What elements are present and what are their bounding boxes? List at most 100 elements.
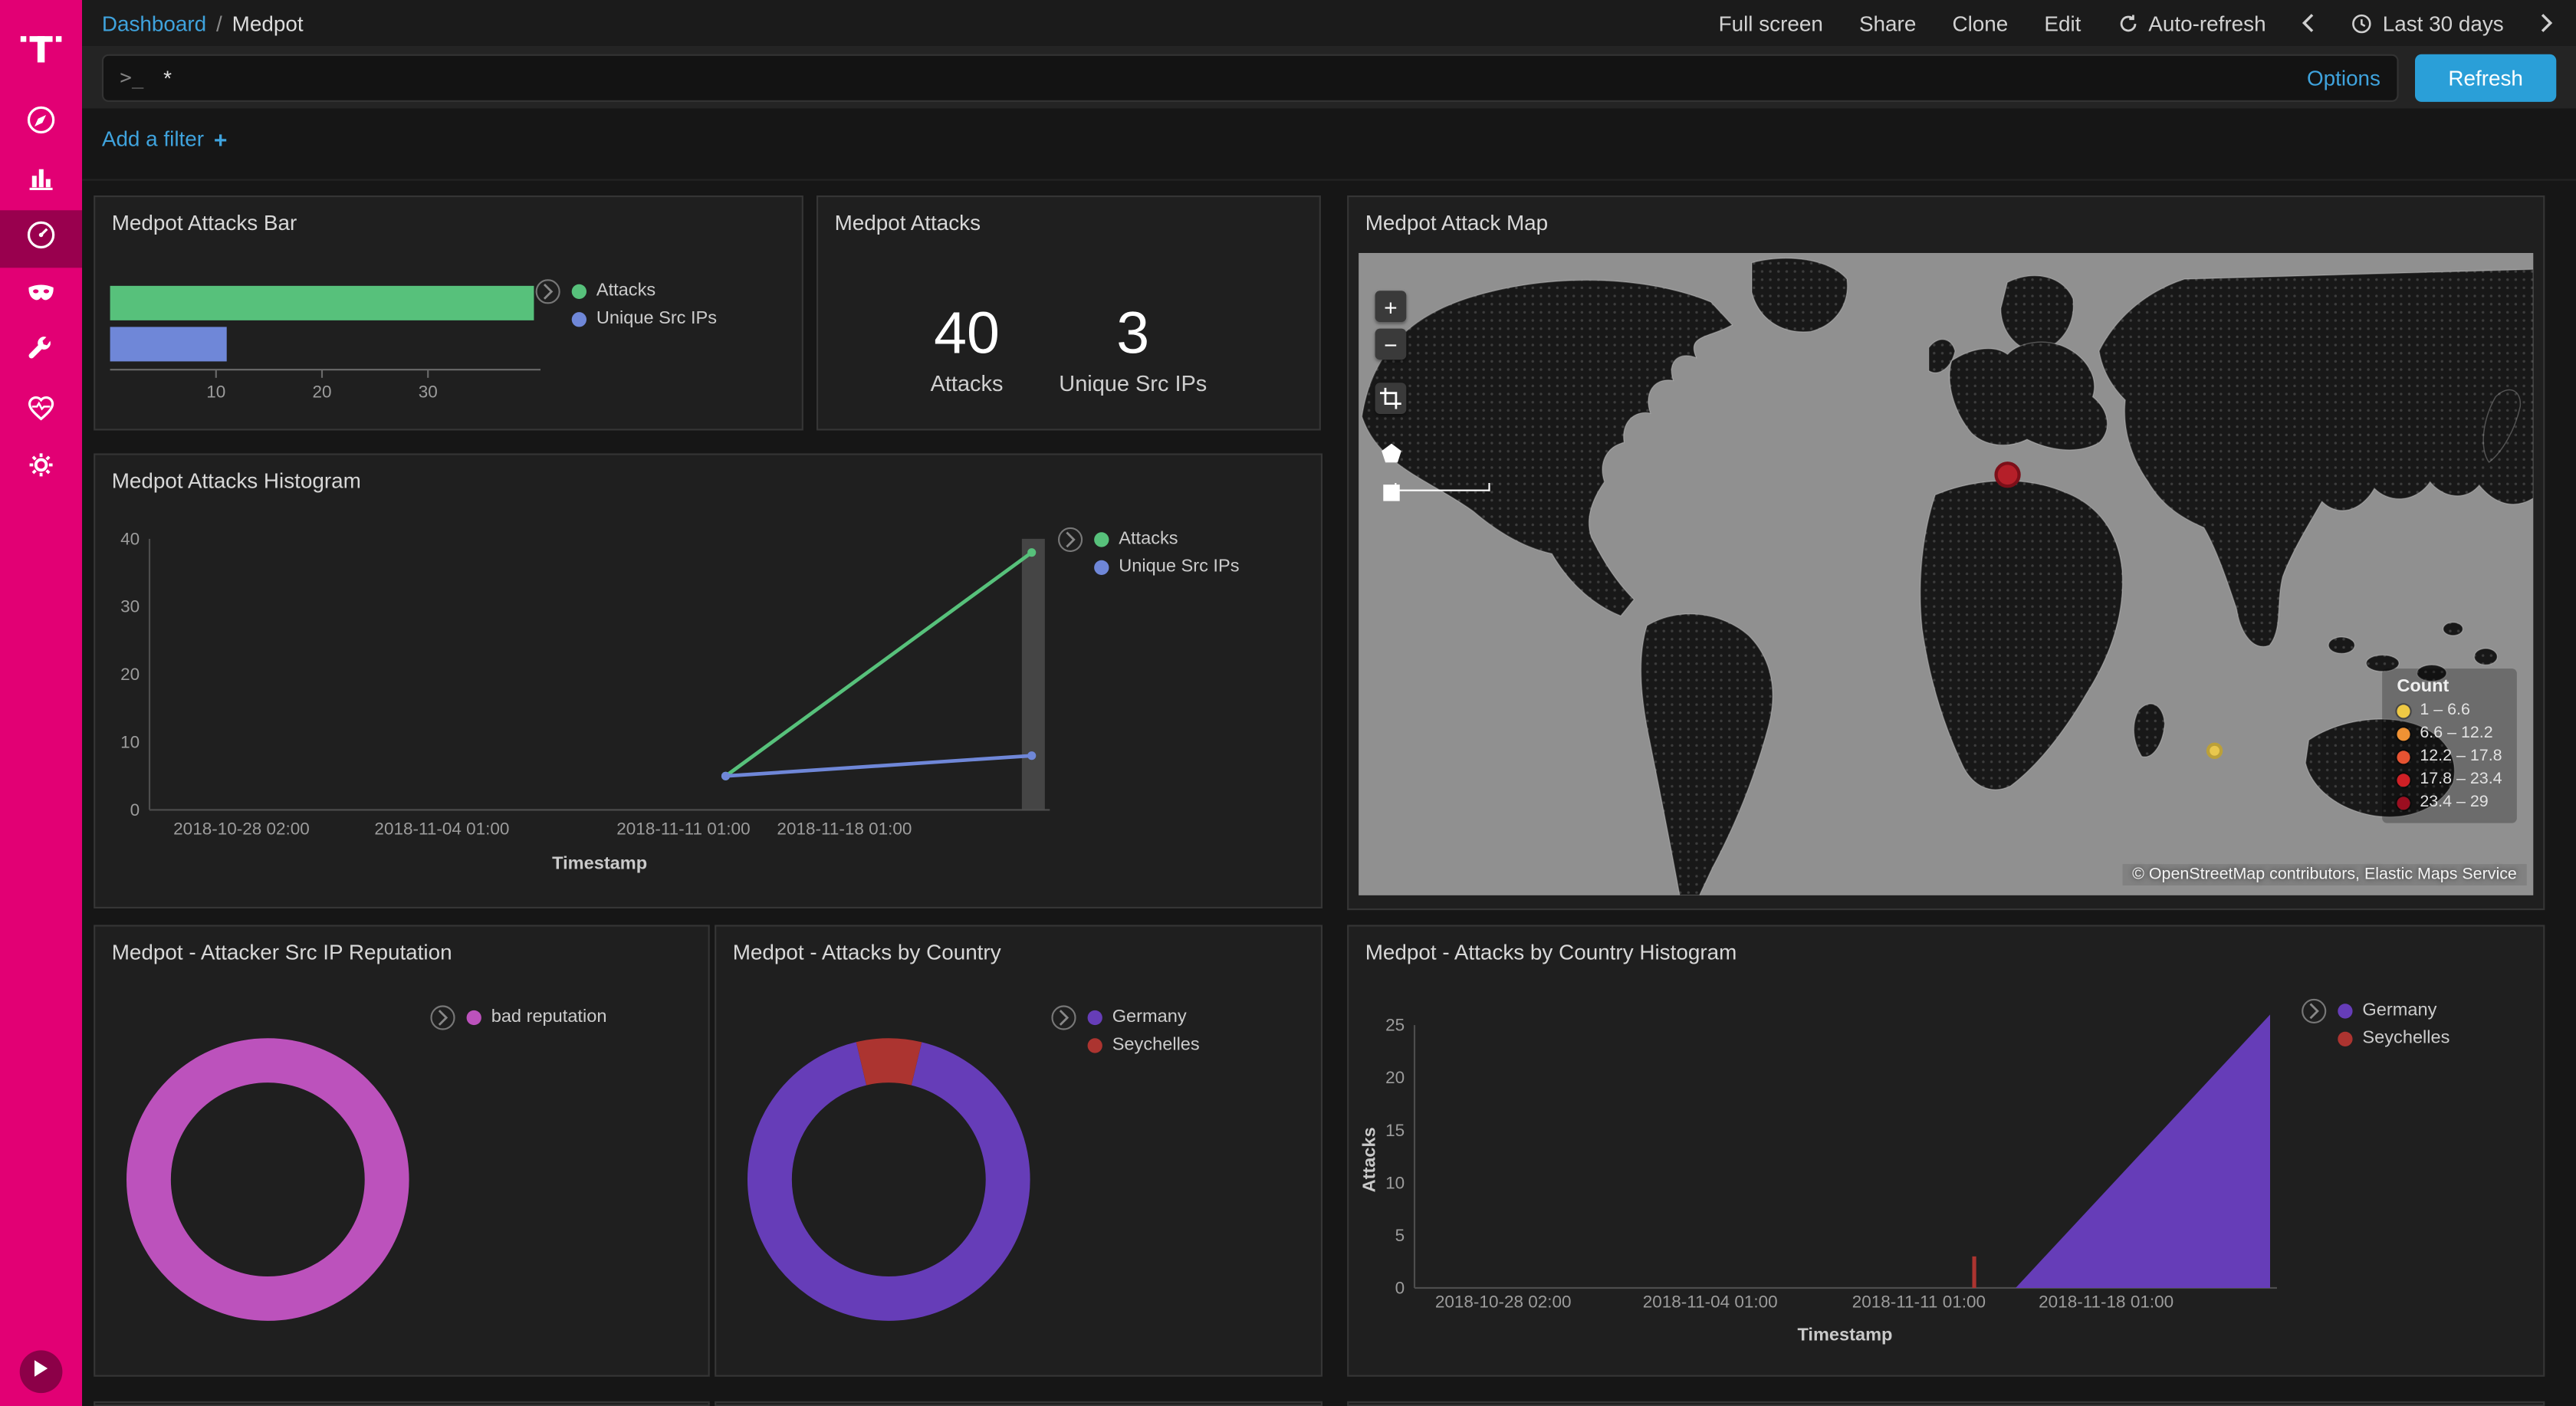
svg-text:20: 20 (1385, 1068, 1405, 1087)
plus-icon: + (213, 125, 228, 153)
draw-polygon-button[interactable] (1375, 437, 1407, 468)
legend-item[interactable]: Germany (1087, 1007, 1200, 1027)
topbar-actions: Full screen Share Clone Edit Auto-refres… (1719, 11, 2553, 35)
legend-item[interactable]: bad reputation (466, 1007, 606, 1027)
legend-item[interactable]: Germany (2338, 1000, 2450, 1020)
breadcrumb-dashboard-link[interactable]: Dashboard (101, 10, 207, 36)
full-screen-button[interactable]: Full screen (1718, 10, 1823, 36)
svg-text:5: 5 (1395, 1226, 1405, 1245)
breadcrumb-current: Medpot (232, 10, 304, 36)
panel-medpot-attacks-by-country: Medpot - Attacks by Country Germany Seych… (715, 925, 1322, 1377)
metric-unique-src-ips: 3 Unique Src IPs (1059, 301, 1208, 396)
legend-swatch (2338, 1030, 2353, 1046)
svg-text:40: 40 (120, 529, 140, 548)
legend-toggle-icon[interactable] (535, 279, 560, 304)
metric-label: Unique Src IPs (1059, 370, 1208, 396)
add-filter-link[interactable]: Add a filter + (101, 125, 228, 153)
panel-title: Medpot Attack Map (1365, 210, 1549, 235)
legend-item[interactable]: Attacks (571, 281, 717, 301)
time-forward-button[interactable] (2540, 13, 2553, 33)
share-button[interactable]: Share (1858, 10, 1917, 36)
metric-label: Attacks (930, 370, 1004, 396)
time-range-button[interactable]: Last 30 days (2351, 11, 2504, 35)
legend-item[interactable]: Unique Src IPs (571, 309, 717, 329)
sidebar-item-discover[interactable] (0, 95, 82, 153)
legend-swatch (1087, 1037, 1102, 1053)
legend-item[interactable]: Seychelles (1087, 1035, 1200, 1055)
legend-item[interactable]: Seychelles (2338, 1028, 2450, 1048)
chart-legend: bad reputation (430, 1005, 606, 1030)
fit-bounds-button[interactable] (1375, 383, 1407, 414)
compass-icon (25, 103, 58, 145)
search-input[interactable]: >_ * Options (101, 53, 2399, 101)
panel-medpot-attacks-by-country-histogram: Medpot - Attacks by Country Histogram Ti… (1347, 925, 2545, 1377)
map-marker-germany[interactable] (1993, 461, 2021, 488)
chart-legend: Germany Seychelles (1051, 1005, 1200, 1055)
clock-icon (2351, 12, 2373, 34)
horizontal-bar-chart[interactable]: 10 20 30 (108, 256, 601, 414)
sidebar-item-management[interactable] (0, 440, 82, 498)
legend-toggle-icon[interactable] (1058, 527, 1083, 552)
time-back-button[interactable] (2302, 13, 2315, 33)
map-legend: Count 1 – 6.6 6.6 – 12.2 12.2 – 17.8 17.8 –… (2382, 669, 2517, 823)
gear-icon (25, 448, 58, 490)
map-legend-range: 12.2 – 17.8 (2420, 747, 2502, 766)
metric-value: 40 (934, 299, 1000, 366)
svg-text:2018-10-28 02:00: 2018-10-28 02:00 (173, 820, 310, 839)
sidebar-item-timelion[interactable] (0, 268, 82, 325)
zoom-out-button[interactable]: − (1375, 328, 1407, 360)
zoom-in-button[interactable]: + (1375, 291, 1407, 322)
breadcrumb-separator: / (216, 10, 222, 36)
map-legend-row: 6.6 – 12.2 (2397, 724, 2502, 743)
map-legend-swatch (2397, 796, 2410, 810)
map-legend-range: 17.8 – 23.4 (2420, 770, 2502, 789)
legend-item[interactable]: Unique Src IPs (1094, 557, 1240, 577)
map-legend-range: 6.6 – 12.2 (2420, 724, 2493, 743)
panel-partial (94, 1401, 710, 1406)
legend-swatch (571, 311, 586, 327)
chart-legend: Attacks Unique Src IPs (535, 279, 717, 329)
svg-text:20: 20 (312, 383, 331, 402)
console-prompt-icon: >_ (120, 65, 144, 89)
telekom-logo-icon[interactable] (0, 0, 82, 95)
filter-bar: Add a filter + (82, 108, 2576, 181)
line-chart[interactable]: Timestamp 40 30 20 10 0 2018-10-28 02:00 2018-… (108, 504, 1094, 907)
svg-text:25: 25 (1385, 1016, 1405, 1035)
refresh-button[interactable]: Refresh (2415, 53, 2557, 101)
sidebar-item-dashboard[interactable] (0, 210, 83, 268)
metric-attacks: 40 Attacks (930, 299, 1004, 396)
draw-rectangle-button[interactable] (1375, 476, 1407, 508)
panel-title: Medpot - Attacks by Country Histogram (1365, 939, 1737, 964)
donut-chart[interactable] (112, 1023, 424, 1335)
sidebar-item-monitoring[interactable] (0, 383, 82, 440)
legend-toggle-icon[interactable] (2302, 998, 2327, 1023)
area-chart[interactable]: Timestamp Attacks 25 20 15 10 5 0 2018-10-28 0… (1359, 976, 2348, 1370)
svg-text:2018-11-04 01:00: 2018-11-04 01:00 (374, 820, 509, 839)
sidebar-item-visualize[interactable] (0, 153, 82, 210)
play-button[interactable] (19, 1350, 63, 1394)
svg-text:30: 30 (120, 597, 140, 616)
edit-button[interactable]: Edit (2044, 10, 2082, 36)
legend-swatch (2338, 1003, 2353, 1018)
legend-toggle-icon[interactable] (430, 1005, 455, 1030)
panel-medpot-attacks-metric: Medpot Attacks 40 Attacks 3 Unique Src I… (816, 195, 1321, 431)
donut-chart[interactable] (733, 1023, 1045, 1335)
bar-chart-icon (25, 161, 58, 202)
map-legend-range: 23.4 – 29 (2420, 793, 2489, 812)
map[interactable]: + − Count 1 – 6.6 6.6 – 12.2 12.2 – 17.8 17… (1359, 253, 2534, 895)
legend-label: Attacks (596, 281, 656, 301)
y-axis-title: Attacks (1359, 1127, 1379, 1192)
legend-toggle-icon[interactable] (1051, 1005, 1076, 1030)
map-legend-swatch (2397, 727, 2410, 741)
svg-text:0: 0 (130, 800, 140, 820)
auto-refresh-button[interactable]: Auto-refresh (2118, 11, 2266, 35)
panel-title: Medpot Attacks Histogram (111, 468, 361, 493)
sidebar (0, 0, 83, 1406)
legend-item[interactable]: Attacks (1094, 529, 1239, 549)
clone-button[interactable]: Clone (1952, 10, 2009, 36)
x-axis-title: Timestamp (552, 853, 647, 873)
map-legend-row: 1 – 6.6 (2397, 701, 2502, 720)
options-link[interactable]: Options (2306, 64, 2380, 90)
map-marker-seychelles[interactable] (2205, 741, 2223, 759)
sidebar-item-dev-tools[interactable] (0, 325, 82, 383)
